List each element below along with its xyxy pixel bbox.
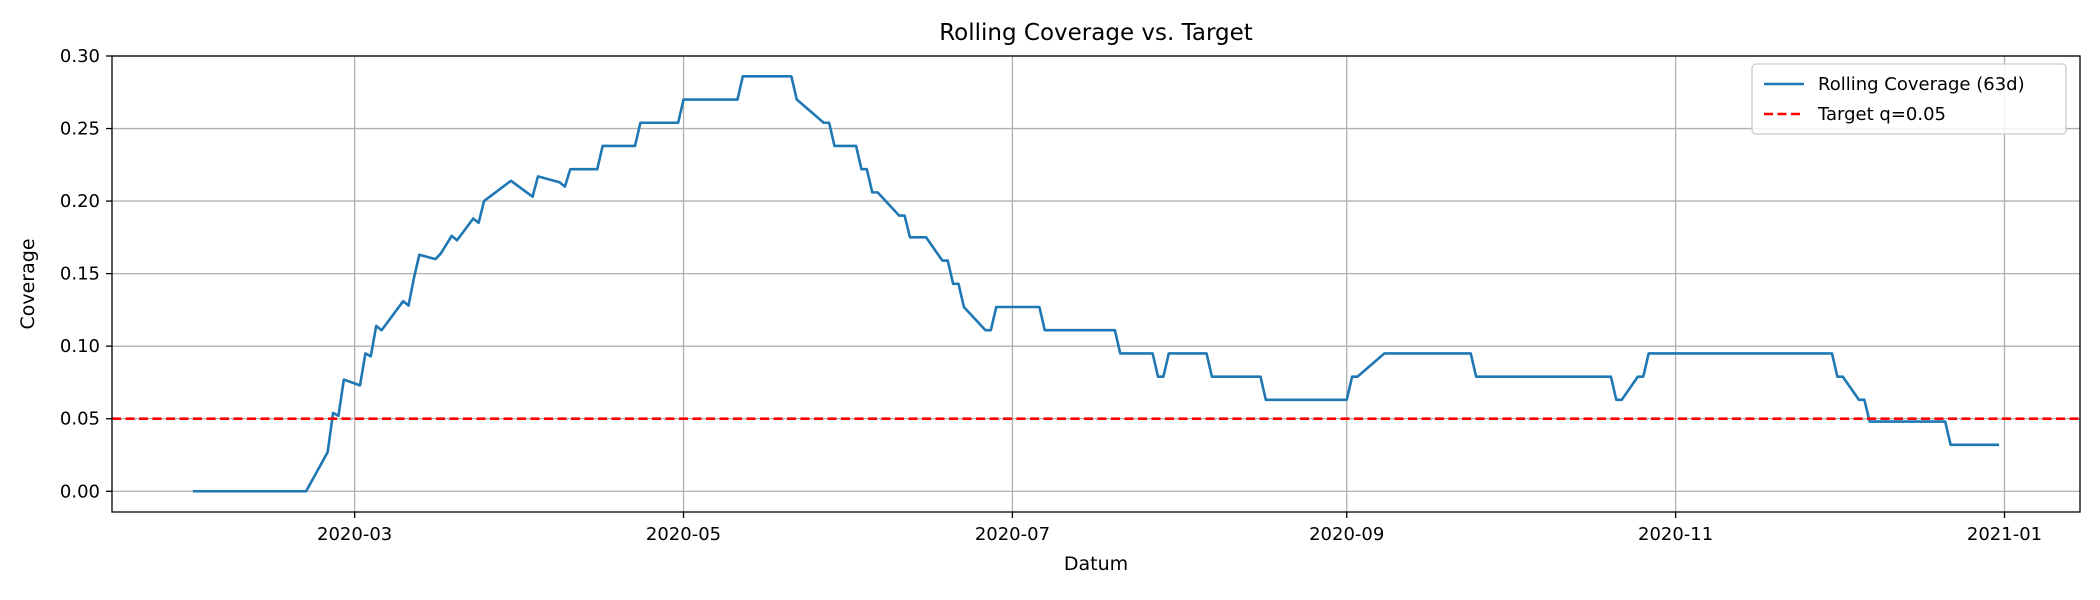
y-tick-label: 0.30	[60, 46, 100, 67]
legend-box	[1751, 63, 2067, 135]
plot-frame	[111, 55, 2081, 513]
y-tick-label: 0.15	[60, 264, 100, 285]
x-tick-label: 2020-05	[646, 524, 721, 545]
x-tick-label: 2020-11	[1638, 524, 1713, 545]
y-tick-label: 0.10	[60, 336, 100, 357]
series-line-rolling-coverage	[192, 75, 2000, 493]
x-tick-label: 2020-03	[317, 524, 392, 545]
x-tick-label: 2020-09	[1309, 524, 1384, 545]
x-axis-label: Datum	[1064, 553, 1128, 575]
y-tick-label: 0.05	[60, 409, 100, 430]
chart-title: Rolling Coverage vs. Target	[939, 20, 1253, 46]
y-tick-label: 0.00	[60, 481, 100, 502]
y-tick-label: 0.20	[60, 191, 100, 212]
y-tick-label: 0.25	[60, 119, 100, 140]
x-tick-label: 2020-07	[975, 524, 1050, 545]
y-axis-label: Coverage	[17, 238, 39, 329]
legend-label: Target q=0.05	[1817, 104, 1946, 125]
x-tick-label: 2021-01	[1967, 524, 2042, 545]
legend-label: Rolling Coverage (63d)	[1818, 74, 2025, 95]
